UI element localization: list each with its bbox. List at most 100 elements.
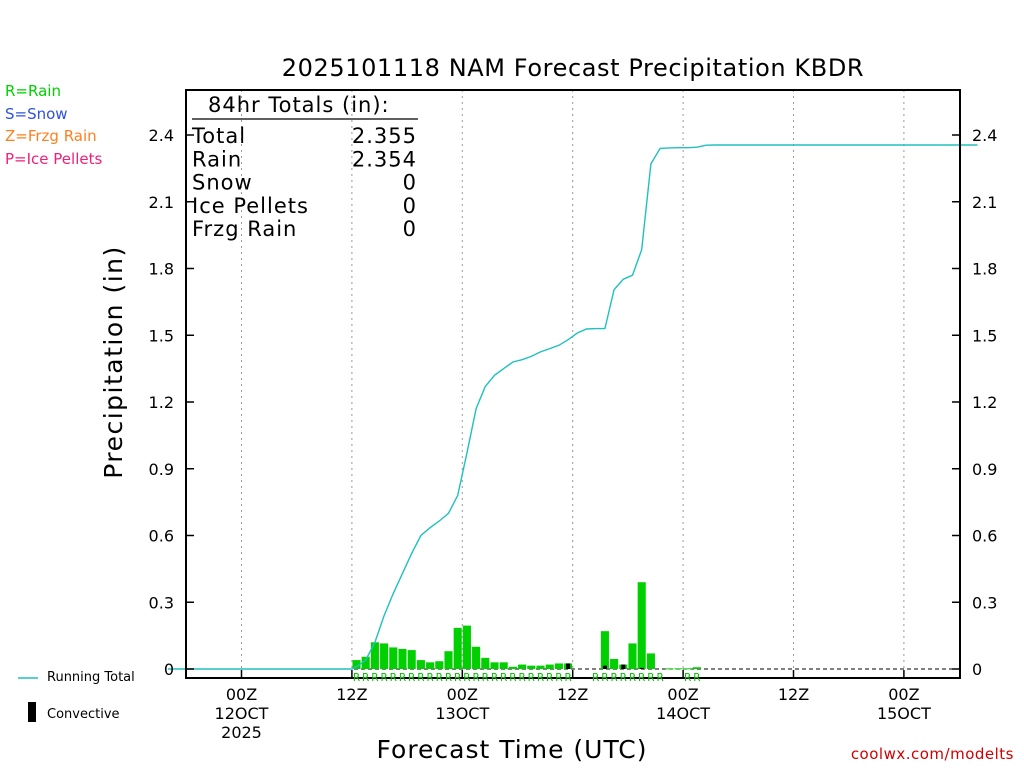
credit-text: coolwx.com/modelts <box>850 745 1014 763</box>
ptype-marker: R <box>601 672 608 684</box>
totals-row-value: 0 <box>403 217 417 241</box>
ptype-marker: R <box>491 672 498 684</box>
running-total-line <box>167 144 978 670</box>
ptype-marker: R <box>638 672 645 684</box>
ptype-marker: R <box>518 672 525 684</box>
precip-bar <box>435 661 444 669</box>
ptype-marker: R <box>537 672 544 684</box>
convective-bar <box>602 665 607 669</box>
y-tick-label-left: 1.5 <box>149 326 174 345</box>
totals-row-value: 2.355 <box>352 124 417 148</box>
precip-bar <box>499 662 508 669</box>
y-tick-label-left: 0.3 <box>149 593 174 612</box>
precip-bar <box>518 664 527 669</box>
ptype-marker: R <box>390 672 397 684</box>
precip-bar <box>646 653 655 669</box>
precip-bar <box>426 662 435 669</box>
precip-bar <box>380 643 389 669</box>
ptype-marker: R <box>500 672 507 684</box>
bottom-legend <box>18 677 38 722</box>
y-tick-label-right: 2.4 <box>972 126 997 145</box>
ptype-legend-item: S=Snow <box>5 104 68 123</box>
ptype-marker: R <box>362 672 369 684</box>
ptype-marker: R <box>426 672 433 684</box>
x-tick-label: 12Z <box>778 685 809 704</box>
ptype-legend-item: R=Rain <box>5 82 61 100</box>
ptype-marker: R <box>463 672 470 684</box>
ptype-marker: R <box>408 672 415 684</box>
y-tick-label-left: 1.2 <box>149 393 174 412</box>
totals-heading: 84hr Totals (in): <box>208 93 390 117</box>
precip-bar <box>352 660 361 669</box>
y-axis-label: Precipitation (in) <box>99 245 128 479</box>
ptype-marker: R <box>684 672 691 684</box>
x-tick-label: 00Z <box>667 685 698 704</box>
y-tick-label-right: 0.6 <box>972 527 997 546</box>
precip-bar <box>389 647 398 669</box>
ptype-legend-item: Z=Frzg Rain <box>5 127 97 145</box>
x-tick-label: 2025 <box>221 723 262 742</box>
y-tick-label-right: 0.9 <box>972 460 997 479</box>
ptype-legend-item: P=Ice Pellets <box>5 149 103 168</box>
ptype-marker: R <box>620 672 627 684</box>
convective-bar <box>639 667 644 669</box>
precip-bar <box>453 627 462 669</box>
gridlines <box>186 90 960 678</box>
ptype-marker: R <box>693 672 700 684</box>
ptype-marker: R <box>417 672 424 684</box>
precip-bar <box>683 668 692 670</box>
x-tick-label: 14OCT <box>656 704 710 723</box>
y-tick-label-left: 0 <box>164 660 174 679</box>
bars-layer <box>352 582 701 670</box>
ptype-marker: R <box>647 672 654 684</box>
convective-bar <box>621 664 626 669</box>
x-axis-label: Forecast Time (UTC) <box>377 735 648 764</box>
ptype-marker: R <box>445 672 452 684</box>
y-tick-label-right: 2.1 <box>972 193 997 212</box>
precip-bar <box>692 667 701 669</box>
precip-bar <box>398 648 407 669</box>
x-tick-label: 15OCT <box>877 704 931 723</box>
ptype-marker: R <box>436 672 443 684</box>
precip-bar <box>637 582 646 669</box>
precip-bar <box>527 665 536 669</box>
ptype-marker: R <box>472 672 479 684</box>
running-total-layer <box>167 144 978 670</box>
precip-bar <box>361 656 370 669</box>
y-tick-label-right: 1.2 <box>972 393 997 412</box>
ptype-marker: R <box>371 672 378 684</box>
totals-row-label: Rain <box>192 147 242 171</box>
precip-bar <box>674 668 683 670</box>
y-tick-label-right: 0 <box>972 660 982 679</box>
precip-bar <box>600 631 609 669</box>
precip-bar <box>407 650 416 669</box>
ptype-marker: R <box>564 672 571 684</box>
convective-bar <box>566 663 571 669</box>
precip-bar <box>481 657 490 669</box>
ptype-marker: R <box>555 672 562 684</box>
running-total-legend-label: Running Total <box>47 670 135 685</box>
x-tick-label: 12OCT <box>215 704 269 723</box>
precip-bar <box>508 666 517 669</box>
y-tick-label-left: 2.4 <box>149 126 174 145</box>
precip-bar <box>554 663 563 669</box>
precip-bar <box>416 660 425 669</box>
totals-row-value: 2.354 <box>352 147 417 171</box>
ptype-marker: R <box>610 672 617 684</box>
x-tick-label: 12Z <box>557 685 588 704</box>
y-tick-label-right: 1.5 <box>972 326 997 345</box>
totals-row-label: Total <box>191 124 246 148</box>
precip-bar <box>370 642 379 669</box>
x-tick-label: 12Z <box>336 685 367 704</box>
y-tick-label-right: 1.8 <box>972 260 997 279</box>
ptype-marker: R <box>482 672 489 684</box>
totals-row-value: 0 <box>403 171 417 195</box>
ptype-marker: R <box>592 672 599 684</box>
totals-box: 84hr Totals (in): Total 2.355 Rain 2.354 Sno… <box>191 93 418 241</box>
totals-row-label: Snow <box>192 171 253 195</box>
precip-bar <box>536 665 545 669</box>
precip-bar <box>444 651 453 669</box>
ptype-marker: R <box>380 672 387 684</box>
